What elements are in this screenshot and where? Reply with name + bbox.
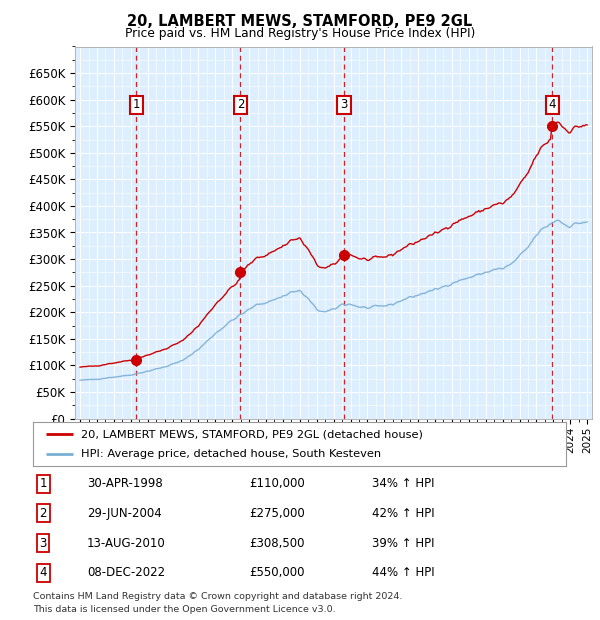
Text: 3: 3 <box>340 99 348 112</box>
Text: 30-APR-1998: 30-APR-1998 <box>87 477 163 490</box>
Text: 1: 1 <box>40 477 47 490</box>
Text: 39% ↑ HPI: 39% ↑ HPI <box>372 537 434 549</box>
Text: 2: 2 <box>40 507 47 520</box>
Text: 20, LAMBERT MEWS, STAMFORD, PE9 2GL: 20, LAMBERT MEWS, STAMFORD, PE9 2GL <box>127 14 473 29</box>
Text: 42% ↑ HPI: 42% ↑ HPI <box>372 507 434 520</box>
Text: Contains HM Land Registry data © Crown copyright and database right 2024.: Contains HM Land Registry data © Crown c… <box>33 592 403 601</box>
Text: £275,000: £275,000 <box>249 507 305 520</box>
Text: 20, LAMBERT MEWS, STAMFORD, PE9 2GL (detached house): 20, LAMBERT MEWS, STAMFORD, PE9 2GL (det… <box>81 429 423 439</box>
Text: £308,500: £308,500 <box>249 537 305 549</box>
Text: 34% ↑ HPI: 34% ↑ HPI <box>372 477 434 490</box>
Text: 1: 1 <box>133 99 140 112</box>
Text: 29-JUN-2004: 29-JUN-2004 <box>87 507 162 520</box>
Text: 08-DEC-2022: 08-DEC-2022 <box>87 567 165 579</box>
Text: This data is licensed under the Open Government Licence v3.0.: This data is licensed under the Open Gov… <box>33 604 335 614</box>
Text: 4: 4 <box>40 567 47 579</box>
Text: £110,000: £110,000 <box>249 477 305 490</box>
Text: HPI: Average price, detached house, South Kesteven: HPI: Average price, detached house, Sout… <box>81 449 381 459</box>
Text: 2: 2 <box>237 99 244 112</box>
Text: Price paid vs. HM Land Registry's House Price Index (HPI): Price paid vs. HM Land Registry's House … <box>125 27 475 40</box>
Text: 44% ↑ HPI: 44% ↑ HPI <box>372 567 434 579</box>
Text: 13-AUG-2010: 13-AUG-2010 <box>87 537 166 549</box>
Text: 4: 4 <box>548 99 556 112</box>
Text: 3: 3 <box>40 537 47 549</box>
Text: £550,000: £550,000 <box>249 567 305 579</box>
